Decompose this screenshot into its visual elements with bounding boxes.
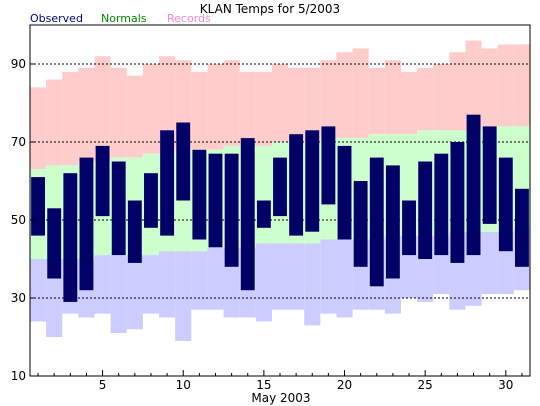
record-high-bar xyxy=(384,60,401,135)
observed-bar xyxy=(111,161,126,256)
observed-bar xyxy=(434,153,449,256)
observed-bar xyxy=(402,200,416,256)
record-high-bar xyxy=(320,60,337,139)
legend-records: Records xyxy=(167,12,211,25)
record-low-bar xyxy=(110,255,127,334)
y-tick-label: 30 xyxy=(11,291,26,305)
y-tick-label: 70 xyxy=(11,135,26,149)
record-high-bar xyxy=(255,71,272,146)
record-high-bar xyxy=(433,64,450,131)
record-low-bar xyxy=(288,243,305,310)
record-low-bar xyxy=(175,251,192,341)
record-low-bar xyxy=(94,255,111,314)
record-high-bar xyxy=(239,71,256,146)
record-low-bar xyxy=(159,251,176,318)
record-low-bar xyxy=(271,243,289,310)
record-high-bar xyxy=(110,67,127,158)
observed-bar xyxy=(95,145,110,217)
observed-bar xyxy=(176,122,191,201)
x-tick-label: 30 xyxy=(498,378,513,392)
observed-bar xyxy=(289,134,304,236)
observed-bar xyxy=(160,130,175,236)
normal-bar xyxy=(255,145,272,244)
record-low-bar xyxy=(304,243,321,326)
record-high-bar xyxy=(449,52,466,131)
observed-bar xyxy=(482,126,497,224)
observed-bar xyxy=(369,157,384,287)
record-low-bar xyxy=(142,255,160,314)
record-low-bar xyxy=(255,243,272,322)
record-high-bar xyxy=(481,48,498,127)
record-high-bar xyxy=(191,71,208,150)
record-low-bar xyxy=(191,251,208,310)
observed-bar xyxy=(498,157,513,252)
x-tick-label: 25 xyxy=(418,378,433,392)
observed-bars xyxy=(31,114,529,302)
legend-normals: Normals xyxy=(101,12,147,25)
observed-bar xyxy=(224,153,239,267)
record-high-bar xyxy=(497,44,514,127)
record-high-bar xyxy=(368,67,385,135)
observed-bar xyxy=(337,145,352,240)
x-axis-label: May 2003 xyxy=(251,391,310,405)
observed-bar xyxy=(240,138,255,291)
x-tick-label: 15 xyxy=(256,378,271,392)
observed-bar xyxy=(305,130,320,232)
record-low-bar xyxy=(320,239,337,314)
observed-bar xyxy=(418,161,433,259)
observed-bar xyxy=(273,157,287,217)
y-tick-label: 90 xyxy=(11,57,26,71)
observed-bar xyxy=(192,149,207,240)
record-high-bar xyxy=(352,48,369,139)
record-high-bar xyxy=(465,40,482,131)
observed-bar xyxy=(466,114,481,256)
record-low-bar xyxy=(207,247,224,310)
observed-bar xyxy=(31,177,45,236)
observed-bar xyxy=(47,208,62,279)
y-tick-label: 10 xyxy=(11,369,26,383)
x-tick-label: 20 xyxy=(337,378,352,392)
x-tick-label: 5 xyxy=(99,378,107,392)
record-high-bar xyxy=(159,56,176,154)
record-low-bar xyxy=(336,239,353,318)
observed-bar xyxy=(353,181,368,267)
record-high-bar xyxy=(400,71,418,135)
chart-title: KLAN Temps for 5/2003 xyxy=(200,2,340,16)
record-high-bar xyxy=(94,56,111,162)
record-high-bar xyxy=(417,67,434,131)
legend-observed: Observed xyxy=(30,12,83,25)
observed-bar xyxy=(515,188,529,267)
observed-bar xyxy=(144,173,158,228)
record-high-bar xyxy=(336,52,353,139)
observed-bar xyxy=(450,142,465,263)
record-low-bar xyxy=(30,259,47,322)
record-high-bar xyxy=(126,75,143,158)
observed-bar xyxy=(79,157,94,291)
record-high-bar xyxy=(142,64,160,154)
record-high-bar xyxy=(30,87,47,170)
x-tick-label: 10 xyxy=(176,378,191,392)
record-high-bar xyxy=(288,67,305,142)
observed-bar xyxy=(208,153,223,248)
axes: 10 30 50 70 90 5 10 15 20 25 30 xyxy=(11,24,531,392)
record-high-bar xyxy=(513,44,530,127)
record-high-bar xyxy=(78,67,95,162)
record-high-bar xyxy=(62,71,79,166)
record-low-bar xyxy=(481,231,498,295)
observed-bar xyxy=(256,200,271,228)
y-tick-label: 50 xyxy=(11,213,26,227)
observed-bar xyxy=(127,200,142,263)
observed-bar xyxy=(385,165,400,279)
record-low-bar xyxy=(126,255,143,330)
record-high-bar xyxy=(271,64,289,142)
observed-bar xyxy=(63,173,78,302)
record-high-bar xyxy=(304,67,321,142)
record-high-bar xyxy=(46,79,63,166)
record-high-bar xyxy=(223,60,240,146)
record-high-bar xyxy=(207,64,224,150)
observed-bar xyxy=(321,126,336,205)
